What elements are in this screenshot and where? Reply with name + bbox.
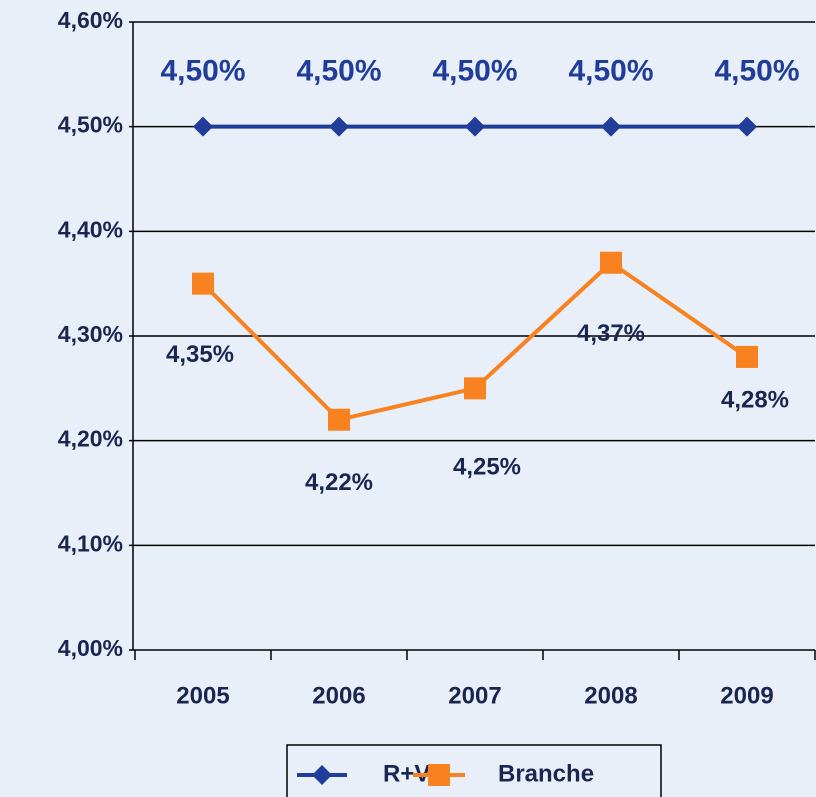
y-tick-label: 4,30% — [58, 321, 123, 347]
marker — [465, 116, 485, 137]
marker — [192, 272, 214, 295]
x-tick-label: 2005 — [176, 682, 229, 709]
data-label: 4,22% — [305, 469, 373, 496]
data-label: 4,50% — [432, 55, 517, 88]
marker — [329, 116, 349, 137]
x-tick-label: 2008 — [584, 682, 637, 709]
y-tick-label: 4,10% — [58, 530, 123, 556]
y-tick-label: 4,00% — [58, 635, 123, 661]
series: 4,35% 4,22% 4,25% 4,37% 4,28% — [166, 251, 789, 496]
x-tick-label: 2009 — [720, 682, 773, 709]
legend-label: Branche — [498, 760, 594, 787]
y-tick-label: 4,60% — [58, 7, 123, 33]
legend-box — [286, 744, 662, 797]
x-tick-label: 2007 — [448, 682, 501, 709]
legend-marker — [312, 765, 332, 785]
y-tick-label: 4,20% — [58, 426, 123, 452]
marker — [601, 116, 621, 137]
marker — [600, 251, 622, 274]
series: 4,50% 4,50% 4,50% 4,50% 4,50% — [160, 55, 800, 137]
marker — [736, 345, 758, 368]
marker — [737, 116, 757, 137]
data-label: 4,50% — [296, 55, 381, 88]
data-label: 4,50% — [714, 55, 799, 88]
x-tick-label: 2006 — [312, 682, 365, 709]
data-label: 4,50% — [160, 55, 245, 88]
legend-marker — [428, 764, 450, 786]
marker — [193, 116, 213, 137]
data-label: 4,25% — [453, 454, 521, 481]
legend: R+V Branche — [286, 744, 662, 797]
y-tick-label: 4,50% — [58, 112, 123, 138]
data-label: 4,37% — [577, 320, 645, 347]
y-tick-label: 4,40% — [58, 216, 123, 242]
data-label: 4,35% — [166, 341, 234, 368]
data-label: 4,28% — [721, 386, 789, 413]
marker — [328, 408, 350, 431]
marker — [464, 377, 486, 400]
data-label: 4,50% — [568, 55, 653, 88]
